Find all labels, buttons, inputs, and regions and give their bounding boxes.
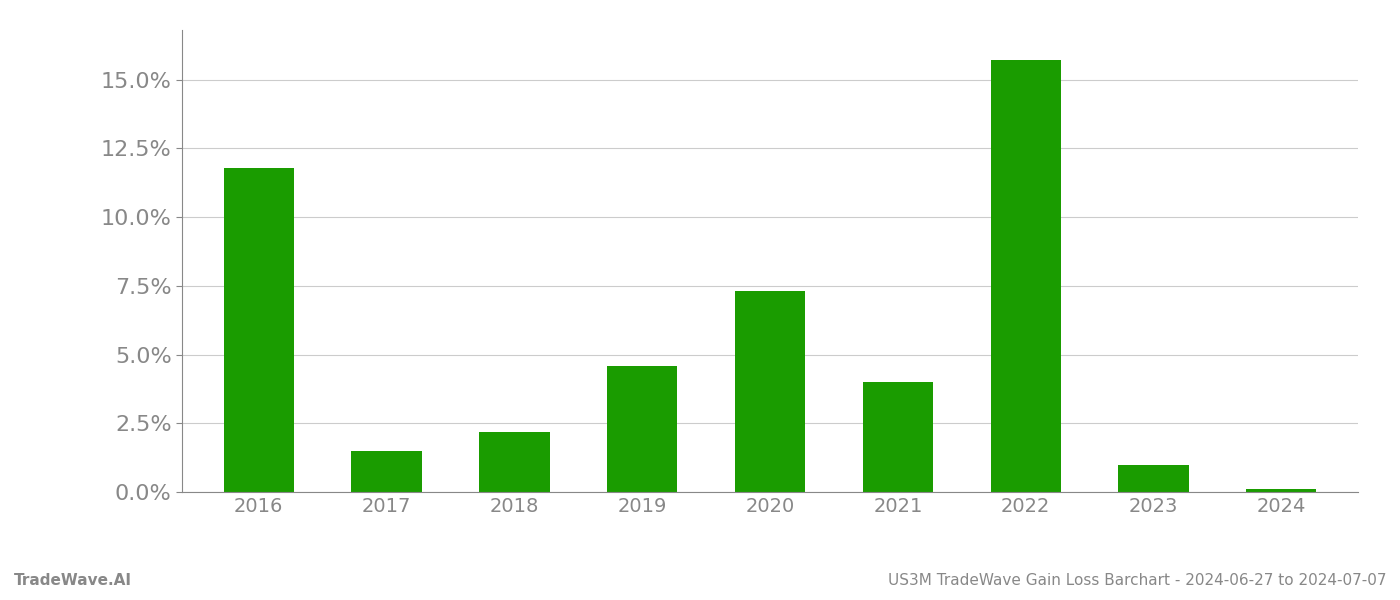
Bar bbox=[1246, 489, 1316, 492]
Text: US3M TradeWave Gain Loss Barchart - 2024-06-27 to 2024-07-07: US3M TradeWave Gain Loss Barchart - 2024… bbox=[888, 573, 1386, 588]
Bar bbox=[991, 60, 1061, 492]
Bar bbox=[351, 451, 421, 492]
Bar bbox=[862, 382, 932, 492]
Bar bbox=[479, 431, 550, 492]
Bar bbox=[608, 365, 678, 492]
Bar bbox=[224, 167, 294, 492]
Text: TradeWave.AI: TradeWave.AI bbox=[14, 573, 132, 588]
Bar bbox=[735, 291, 805, 492]
Bar bbox=[1119, 464, 1189, 492]
